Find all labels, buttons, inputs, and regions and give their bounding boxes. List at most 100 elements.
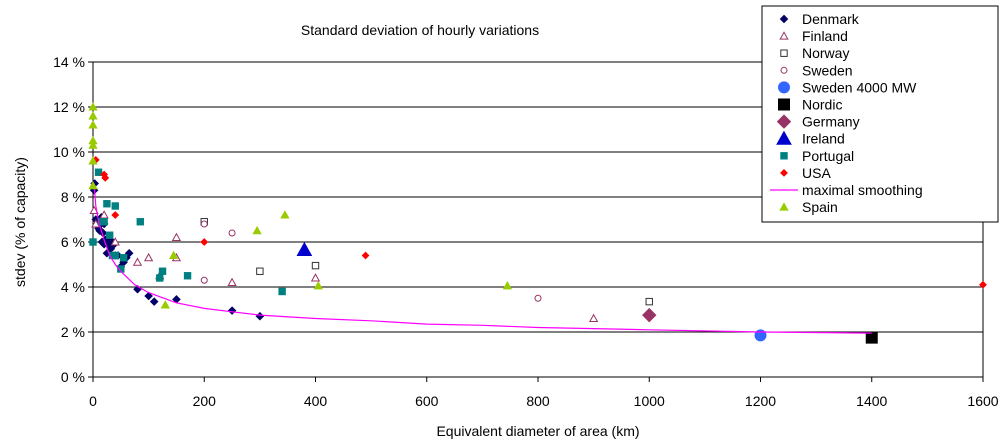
point-portugal [103, 200, 111, 208]
point-spain [313, 281, 323, 290]
y-tick-label: 6 % [61, 234, 85, 250]
point-spain [160, 300, 170, 309]
legend-item-nordic: Nordic [778, 97, 842, 113]
point-spain [88, 180, 98, 190]
legend-item-germany: Germany [776, 114, 860, 130]
y-tick-label: 10 % [53, 144, 85, 160]
axis-ticks [88, 61, 984, 382]
x-axis-label: Equivalent diameter of area (km) [436, 423, 639, 439]
point-denmark [144, 291, 153, 301]
x-tick-label: 1000 [634, 393, 665, 409]
y-tick-label: 0 % [61, 369, 85, 385]
legend-item-ireland: Ireland [776, 130, 845, 147]
y-axis-label: stdev (% of capacity) [12, 157, 28, 287]
legend-item-spain: Spain [779, 199, 838, 215]
legend-swatch [779, 14, 789, 24]
gridlines [93, 61, 983, 378]
series-denmark [89, 179, 265, 321]
point-spain [280, 210, 290, 219]
point-portugal [100, 218, 108, 226]
legend-label: maximal smoothing [802, 182, 923, 198]
legend-label: Spain [802, 199, 838, 215]
point-portugal [111, 251, 119, 260]
point-spain [169, 250, 179, 260]
legend-item-denmark: Denmark [779, 11, 860, 27]
series-maximal-smoothing [93, 183, 872, 334]
x-tick-label: 1200 [745, 393, 776, 409]
legend-swatch [776, 114, 792, 129]
x-tick-label: 600 [415, 393, 439, 409]
series-portugal [89, 168, 286, 296]
legend-item-finland: Finland [779, 28, 848, 44]
series-ireland [296, 241, 313, 256]
point-spain [88, 111, 98, 120]
x-tick-label: 200 [193, 393, 217, 409]
point-finland [310, 273, 321, 282]
point-ireland [296, 241, 313, 256]
legend-swatch [780, 49, 788, 57]
point-portugal [156, 274, 164, 282]
x-tick-label: 400 [304, 393, 328, 409]
x-tick-label: 800 [526, 393, 550, 409]
legend-label: Denmark [802, 11, 860, 27]
series-finland [89, 205, 599, 323]
point-denmark [149, 297, 159, 306]
legend-label: Sweden 4000 MW [802, 79, 917, 95]
point-portugal [136, 218, 144, 226]
x-tick-label: 0 [89, 393, 97, 409]
legend-label: Nordic [802, 97, 842, 113]
point-usa [361, 251, 370, 260]
point-usa [101, 173, 110, 182]
series-germany [642, 307, 657, 323]
y-tick-label: 4 % [61, 279, 85, 295]
legend-item-sweden: Sweden [780, 62, 853, 78]
x-tick-label: 1400 [856, 393, 887, 409]
point-usa [979, 280, 987, 289]
point-denmark [124, 248, 134, 258]
point-portugal [111, 202, 119, 210]
legend-swatch [778, 98, 790, 111]
y-tick-label: 8 % [61, 189, 85, 205]
x-tick-label: 1600 [967, 393, 998, 409]
point-norway [645, 297, 653, 306]
legend-label: Norway [802, 45, 849, 61]
point-nordic [865, 331, 878, 344]
point-usa [111, 211, 120, 219]
point-finland [132, 257, 143, 266]
point-spain [502, 281, 513, 290]
point-denmark [255, 311, 265, 321]
series-sweden [200, 220, 542, 302]
legend-label: Finland [802, 28, 848, 44]
y-tick-label: 12 % [53, 99, 85, 115]
point-sweden [200, 276, 208, 284]
series-line-maximal-smoothing [93, 183, 872, 334]
legend-label: Ireland [802, 131, 845, 147]
point-portugal [278, 287, 286, 296]
y-tick-label: 14 % [53, 54, 85, 70]
legend-swatch [780, 168, 788, 177]
point-usa [200, 238, 209, 246]
point-spain [88, 156, 98, 165]
legend-label: USA [802, 165, 831, 181]
y-tick-label: 2 % [61, 324, 85, 340]
point-portugal [183, 272, 192, 280]
legend-swatch [780, 152, 788, 160]
point-portugal [158, 267, 167, 275]
point-germany [642, 307, 657, 323]
point-portugal [105, 231, 114, 239]
point-denmark [227, 306, 237, 315]
point-finland [171, 232, 182, 242]
legend-box [761, 5, 999, 223]
point-portugal [119, 254, 128, 262]
chart-title: Standard deviation of hourly variations [301, 22, 539, 38]
point-sweden [228, 229, 236, 237]
point-spain [88, 120, 98, 129]
legend-swatch [779, 31, 789, 40]
legend-label: Portugal [802, 148, 854, 164]
legend-swatch [776, 130, 792, 145]
point-portugal [117, 265, 125, 273]
y-axis-tick-labels: 0 % 2 % 4 % 6 % 8 % 10 % 12 % 14 % [53, 54, 85, 385]
x-axis-tick-labels: 0 200 400 600 800 1000 1200 1400 1600 [89, 393, 999, 409]
point-finland [588, 313, 599, 323]
